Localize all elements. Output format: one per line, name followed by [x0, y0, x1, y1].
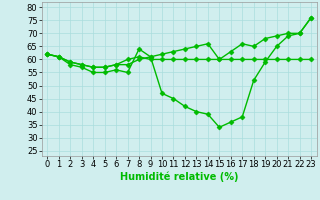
X-axis label: Humidité relative (%): Humidité relative (%) [120, 172, 238, 182]
